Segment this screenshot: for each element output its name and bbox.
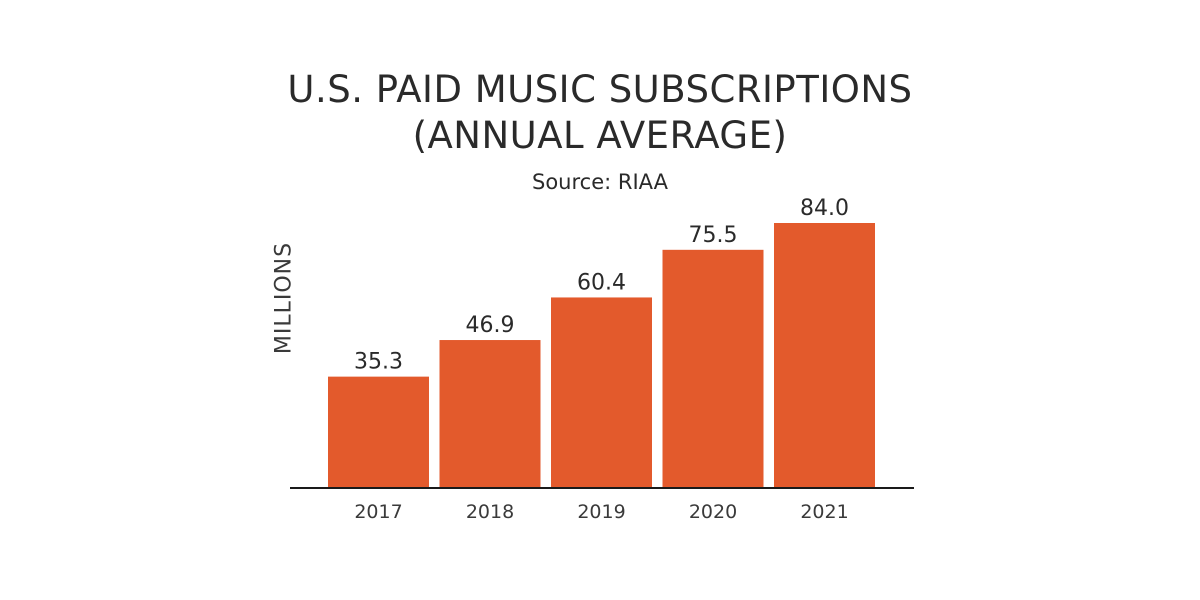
x-tick-label-2019: 2019 (577, 501, 625, 523)
data-label-2018: 46.9 (466, 313, 515, 338)
bar-2019 (551, 297, 652, 488)
data-label-2017: 35.3 (354, 350, 403, 375)
x-tick-labels-group: 2017 2018 2019 2020 2021 (354, 501, 848, 523)
data-label-2020: 75.5 (689, 223, 738, 248)
x-tick-label-2017: 2017 (354, 501, 402, 523)
bar-2021 (774, 223, 875, 488)
bar-2020 (662, 249, 764, 488)
x-tick-label-2020: 2020 (689, 501, 737, 523)
data-label-2021: 84.0 (800, 196, 849, 221)
bar-2017 (328, 376, 429, 488)
data-label-2019: 60.4 (577, 270, 626, 295)
bars-group (328, 223, 875, 488)
bar-2018 (439, 340, 541, 488)
x-tick-label-2018: 2018 (466, 501, 514, 523)
chart-title-line-2: (ANNUAL AVERAGE) (412, 114, 788, 157)
chart-title-line-1: U.S. PAID MUSIC SUBSCRIPTIONS (287, 68, 913, 111)
x-tick-label-2021: 2021 (800, 501, 848, 523)
chart-subtitle: Source: RIAA (532, 170, 668, 194)
data-labels-group: 35.3 46.9 60.4 75.5 84.0 (354, 196, 849, 375)
